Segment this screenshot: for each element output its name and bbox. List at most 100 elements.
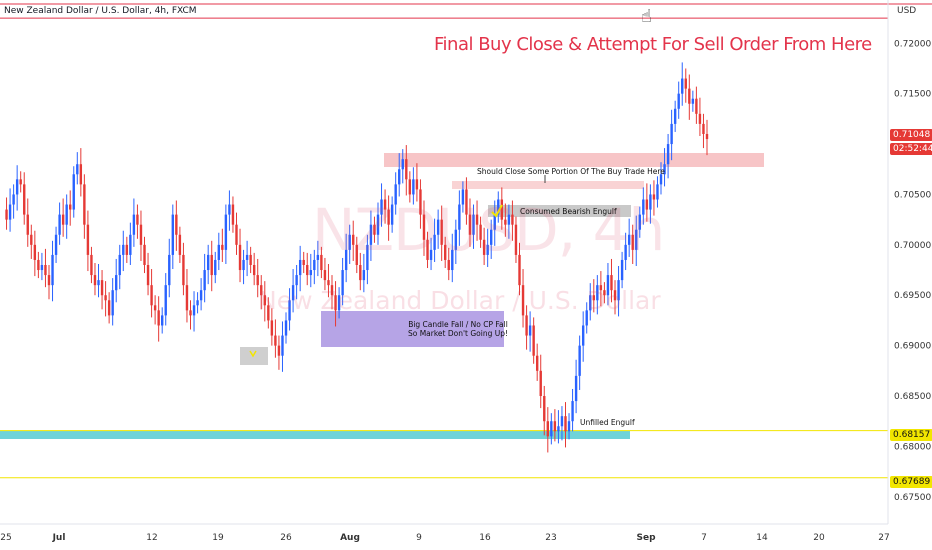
candle-body xyxy=(139,224,143,245)
down-arrow-icon xyxy=(249,350,257,358)
candle-body xyxy=(581,325,585,346)
candle-body xyxy=(320,254,323,271)
candle-body xyxy=(475,214,479,225)
candle-body xyxy=(107,300,111,316)
candle-body xyxy=(663,164,666,175)
candle-body xyxy=(281,335,284,356)
candle-body xyxy=(206,254,210,271)
candle-body xyxy=(252,265,256,276)
candle-body xyxy=(514,224,518,255)
candle-body xyxy=(659,174,663,185)
candle-body xyxy=(599,285,603,291)
big-candle-zone xyxy=(321,311,504,347)
candle-body xyxy=(245,254,249,260)
candle-body xyxy=(419,189,422,215)
candle-body xyxy=(153,305,157,311)
candle-body xyxy=(567,421,571,432)
candle-body xyxy=(557,426,560,432)
candle-body xyxy=(72,174,75,210)
candle-body xyxy=(23,184,26,215)
candle-body xyxy=(291,285,295,301)
chart-title: Final Buy Close & Attempt For Sell Order… xyxy=(434,34,872,55)
currency-label[interactable]: USD xyxy=(897,6,917,16)
time-tick-label: 26 xyxy=(280,533,292,543)
time-tick-label: 14 xyxy=(756,533,768,543)
candle-body xyxy=(8,204,12,220)
candle-body xyxy=(362,270,366,281)
candle-body xyxy=(288,300,291,321)
annotation-big-candle: Big Candle Fall / No CP Fall So Market D… xyxy=(404,320,512,338)
price-tick-label: 0.71500 xyxy=(894,90,931,100)
candle-body xyxy=(260,285,263,296)
candle-body xyxy=(535,355,539,371)
candle-body xyxy=(627,234,631,245)
unfilled-engulf-zone xyxy=(0,431,630,439)
candle-body xyxy=(613,290,617,301)
annotation-unfilled: Unfilled Engulf xyxy=(580,418,635,427)
time-tick-label: Sep xyxy=(636,533,656,543)
candle-body xyxy=(415,179,419,190)
candle-body xyxy=(274,335,277,346)
candle-body xyxy=(670,123,673,145)
candle-body xyxy=(525,315,528,336)
candle-body xyxy=(592,295,595,301)
consumed-engulf-zone xyxy=(488,205,631,217)
time-tick-label: 23 xyxy=(545,533,556,543)
candle-body xyxy=(666,144,670,165)
candle-body xyxy=(359,265,362,281)
candle-body xyxy=(447,259,450,271)
annotation-big-candle-line2: So Market Don't Going Up! xyxy=(407,329,509,338)
candle-body xyxy=(44,265,47,276)
candle-body xyxy=(178,234,182,255)
time-tick-label: Aug xyxy=(340,533,360,543)
candle-body xyxy=(168,254,171,286)
time-tick-label: 7 xyxy=(701,533,707,543)
candle-body xyxy=(426,239,429,260)
candle-body xyxy=(327,280,330,286)
candle-body xyxy=(330,285,334,296)
candle-body xyxy=(284,320,288,336)
candle-body xyxy=(157,310,160,326)
candle-body xyxy=(12,194,15,205)
candle-body xyxy=(270,320,274,336)
candle-body xyxy=(472,214,475,235)
candle-body xyxy=(405,159,408,180)
candle-body xyxy=(394,184,397,205)
candle-body xyxy=(539,370,542,397)
candle-body xyxy=(150,285,153,306)
candle-body xyxy=(192,305,196,316)
candle-body xyxy=(309,270,312,276)
candle-body xyxy=(313,259,316,271)
candle-body xyxy=(217,244,220,260)
candle-body xyxy=(214,259,217,276)
candle-body xyxy=(30,234,33,245)
candle-body xyxy=(610,275,613,291)
annotation-big-candle-line1: Big Candle Fall / No CP Fall xyxy=(408,320,508,329)
candle-body xyxy=(620,259,624,281)
candle-body xyxy=(408,179,412,195)
candle-body xyxy=(33,244,37,260)
candle-body xyxy=(15,179,19,195)
annotation-consumed: Consumed Bearish Engulf xyxy=(520,207,617,216)
candle-body xyxy=(532,325,535,356)
candle-body xyxy=(387,209,390,225)
candle-body xyxy=(380,199,383,215)
time-tick-label: 19 xyxy=(212,533,224,543)
time-tick-label: 16 xyxy=(479,533,491,543)
price-tick-label: 0.67500 xyxy=(894,493,931,503)
candle-body xyxy=(465,189,468,215)
candle-body xyxy=(550,421,553,437)
candle-body xyxy=(242,259,245,271)
candle-body xyxy=(468,214,472,235)
candle-body xyxy=(341,270,344,296)
candle-body xyxy=(486,244,489,255)
candle-body xyxy=(479,224,482,240)
time-tick-label: 27 xyxy=(878,533,889,543)
candle-body xyxy=(348,234,351,250)
price-axis[interactable]: 0.72000 0.71500 0.70500 0.70000 0.69500 0.690… xyxy=(894,39,931,503)
candle-body xyxy=(422,214,426,240)
price-tick-label: 0.69500 xyxy=(894,291,931,301)
time-axis[interactable]: 25 Jul 12 19 26 Aug 9 16 23 Sep 7 14 20 27 xyxy=(0,533,889,543)
candle-body xyxy=(401,159,404,170)
